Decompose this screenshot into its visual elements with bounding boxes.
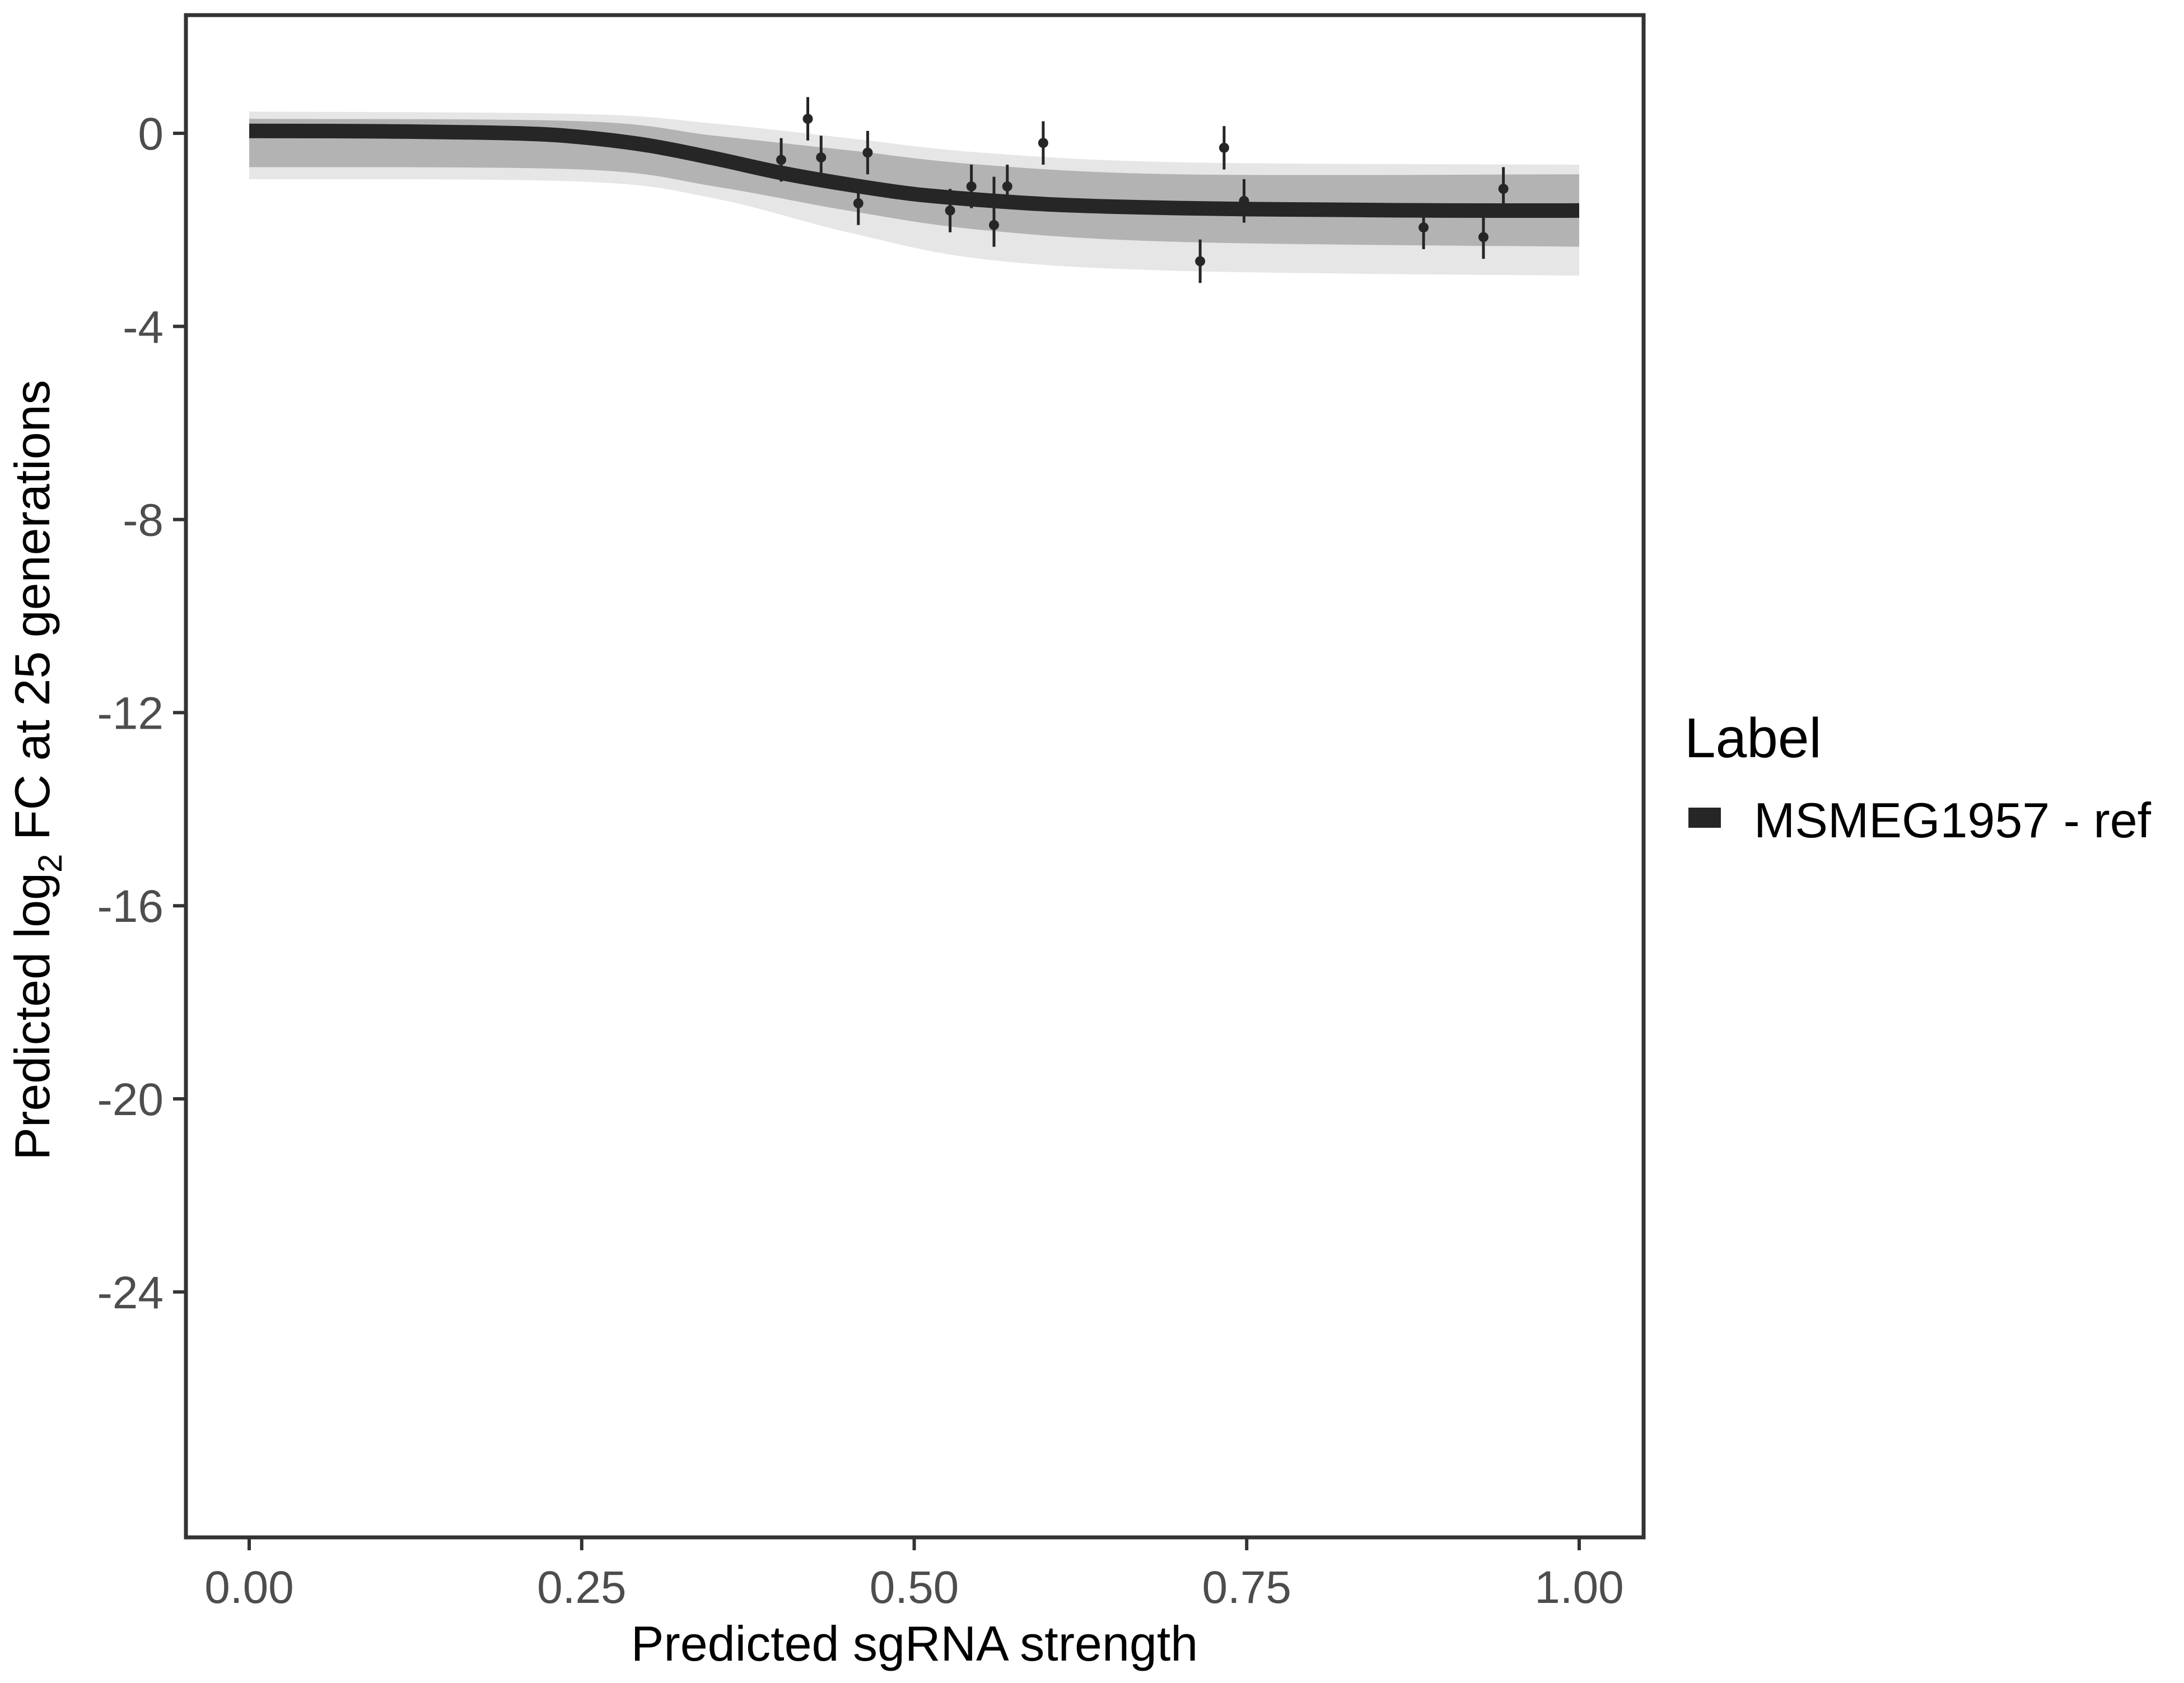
data-point-group: [1038, 121, 1048, 165]
data-point: [989, 220, 999, 230]
data-point: [802, 114, 813, 124]
data-point-group: [1498, 167, 1509, 211]
x-tick-label: 0.25: [537, 1562, 627, 1613]
data-point: [1219, 142, 1229, 153]
y-axis-title: Predicted log2 FC at 25 generations: [4, 380, 69, 1160]
data-point: [1038, 138, 1048, 148]
data-point: [1418, 222, 1429, 233]
data-point-group: [1478, 215, 1488, 259]
data-point-group: [945, 189, 955, 232]
data-point: [945, 205, 955, 216]
data-point: [1498, 184, 1509, 194]
y-axis: 0 -4 -8 -12 -16 -20 -24: [97, 109, 184, 1318]
data-point: [862, 147, 873, 158]
y-tick-label: -24: [97, 1267, 164, 1318]
legend-label-msmeg1957-ref: MSMEG1957 - ref: [1754, 792, 2152, 848]
y-tick-label: -4: [123, 302, 164, 353]
y-tick-label: -16: [97, 881, 164, 932]
legend-title: Label: [1684, 707, 1822, 770]
data-point-group: [1418, 206, 1429, 249]
y-tick-label: 0: [138, 109, 164, 160]
x-tick-label: 1.00: [1534, 1562, 1624, 1613]
x-tick-label: 0.50: [870, 1562, 959, 1613]
x-tick-label: 0.75: [1202, 1562, 1291, 1613]
legend: Label MSMEG1957 - ref: [1684, 707, 2152, 848]
data-point: [776, 155, 786, 165]
x-axis-title: Predicted sgRNA strength: [631, 1616, 1198, 1671]
data-point: [816, 152, 827, 163]
data-point-group: [1195, 239, 1206, 283]
legend-key-msmeg1957-ref: [1688, 808, 1721, 828]
y-tick-label: -8: [123, 495, 164, 546]
data-point-group: [862, 130, 873, 175]
data-point-group: [816, 136, 827, 179]
data-point-group: [989, 203, 999, 247]
y-tick-label: -20: [97, 1074, 164, 1125]
data-point: [1239, 195, 1249, 206]
data-point: [966, 181, 977, 192]
x-axis: 0.00 0.25 0.50 0.75 1.00: [204, 1539, 1624, 1613]
data-point: [989, 193, 999, 204]
data-points-layer: [776, 97, 1509, 283]
fit-curve-layer: [249, 123, 1580, 218]
plot-panel-border: [184, 13, 1646, 1540]
data-point-group: [1239, 179, 1249, 223]
x-tick-label: 0.00: [204, 1562, 294, 1613]
data-point: [1002, 181, 1012, 192]
data-point: [1195, 256, 1206, 267]
data-point: [853, 198, 864, 208]
y-axis-title-suffix: FC at 25 generations: [4, 380, 60, 854]
data-point: [1478, 232, 1488, 243]
data-point-group: [802, 97, 813, 141]
data-point-group: [853, 181, 864, 225]
data-point-group: [1002, 165, 1012, 208]
data-point-group: [776, 138, 786, 182]
y-axis-title-subscript: 2: [31, 854, 69, 873]
fit-curve-line: [249, 123, 1580, 218]
data-point-group: [1219, 126, 1229, 170]
y-tick-label: -12: [97, 688, 164, 739]
data-point-group: [966, 165, 977, 208]
y-axis-title-prefix: Predicted log: [4, 873, 60, 1160]
